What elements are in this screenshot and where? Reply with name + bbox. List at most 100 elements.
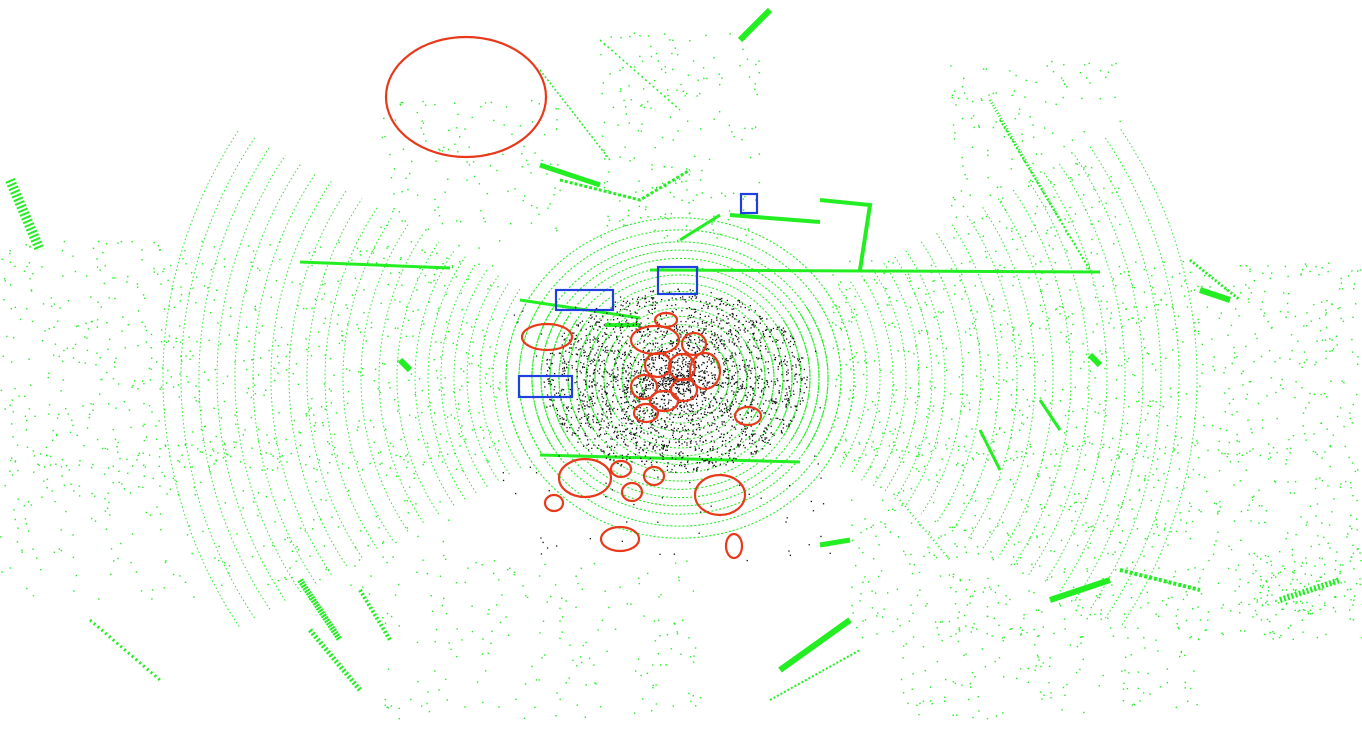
point <box>893 384 895 386</box>
noise-point <box>694 434 696 436</box>
point <box>411 160 413 163</box>
point <box>863 280 865 282</box>
noise-point <box>625 422 627 424</box>
noise-point <box>735 329 737 331</box>
noise-point <box>799 390 802 392</box>
point <box>984 666 987 668</box>
noise-point <box>689 289 691 291</box>
point <box>219 343 222 345</box>
point <box>1307 613 1310 615</box>
point <box>0 389 3 391</box>
point <box>687 74 690 76</box>
point <box>1255 570 1257 572</box>
point <box>143 423 145 425</box>
point <box>1244 630 1246 632</box>
noise-point <box>640 326 642 328</box>
point <box>1227 453 1229 455</box>
point <box>1080 502 1082 504</box>
noise-point <box>798 364 800 366</box>
noise-point <box>678 387 680 389</box>
point <box>1146 537 1149 540</box>
point <box>16 444 19 446</box>
point <box>1167 500 1169 502</box>
noise-point <box>681 368 683 371</box>
point <box>57 320 59 322</box>
point <box>973 221 975 224</box>
point <box>1155 401 1157 403</box>
point <box>957 640 960 643</box>
noise-point <box>646 343 649 345</box>
point <box>906 446 908 448</box>
noise-point <box>759 375 761 377</box>
noise-point <box>676 374 678 376</box>
point <box>1353 568 1355 570</box>
point <box>917 382 920 385</box>
point <box>1039 304 1042 307</box>
noise-point <box>636 304 638 306</box>
point <box>424 274 427 277</box>
point <box>222 457 225 459</box>
point <box>966 178 968 180</box>
point <box>1086 568 1088 570</box>
noise-point <box>640 457 642 459</box>
noise-point <box>561 422 564 424</box>
scan-line <box>1199 287 1231 303</box>
noise-point <box>638 382 641 384</box>
point <box>78 464 80 466</box>
noise-point <box>720 433 723 435</box>
point <box>164 475 166 477</box>
noise-point <box>634 373 636 375</box>
point <box>1013 90 1015 92</box>
noise-point <box>804 383 806 385</box>
point <box>127 275 129 278</box>
noise-point <box>626 411 628 413</box>
point <box>1285 602 1288 604</box>
point <box>150 333 153 336</box>
point <box>1027 667 1029 670</box>
point <box>1282 388 1284 390</box>
point <box>911 572 914 575</box>
point <box>1325 312 1327 314</box>
point <box>666 235 669 237</box>
point <box>33 455 36 457</box>
point <box>1248 553 1250 555</box>
point <box>1177 627 1179 629</box>
point <box>951 96 953 99</box>
point <box>1075 501 1077 503</box>
point <box>1022 423 1025 425</box>
point <box>1030 230 1033 233</box>
point <box>1083 131 1085 133</box>
point <box>538 103 540 105</box>
point <box>1099 403 1101 406</box>
noise-point <box>686 380 689 383</box>
noise-point <box>625 401 627 403</box>
noise-point <box>583 355 586 357</box>
point <box>1178 272 1181 275</box>
noise-point <box>605 349 607 351</box>
point <box>1198 322 1200 324</box>
noise-point <box>637 372 640 374</box>
point <box>713 57 715 59</box>
noise-point <box>710 431 712 433</box>
noise-point <box>692 419 694 421</box>
point <box>270 453 272 455</box>
point <box>1173 450 1175 452</box>
point <box>1349 618 1351 620</box>
noise-point <box>711 334 713 336</box>
point <box>1089 370 1092 372</box>
point <box>952 124 955 126</box>
point <box>851 539 854 542</box>
point <box>694 647 697 649</box>
point <box>287 537 289 539</box>
point <box>1202 364 1204 366</box>
point <box>907 702 909 705</box>
point <box>390 705 392 707</box>
point <box>674 47 676 49</box>
point <box>212 450 215 452</box>
point <box>436 377 439 379</box>
point <box>286 461 288 463</box>
point <box>959 578 961 581</box>
point <box>223 400 226 403</box>
noise-point <box>583 400 585 402</box>
point <box>871 446 873 448</box>
